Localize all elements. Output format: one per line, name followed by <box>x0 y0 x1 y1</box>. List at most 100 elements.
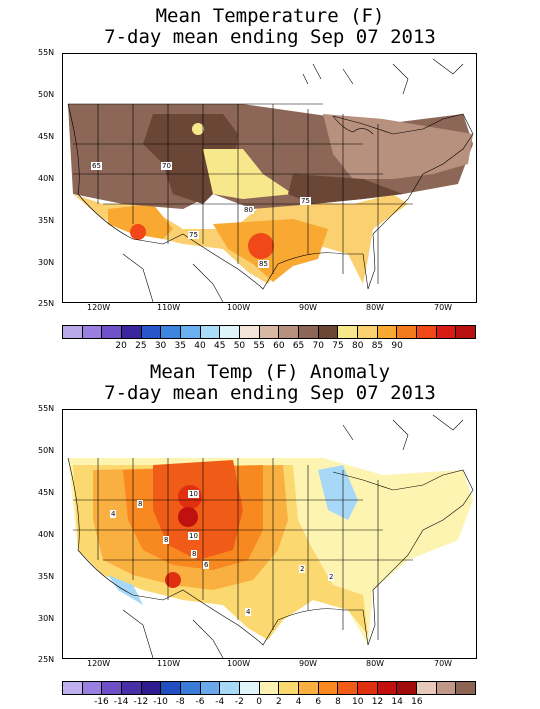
colorbar-label: 25 <box>135 341 147 351</box>
map2-contour-label: 6 <box>203 561 210 569</box>
colorbar-swatch <box>436 326 457 338</box>
map2-lat-label: 35N <box>38 572 55 581</box>
map1-contour-label: 75 <box>300 197 311 205</box>
colorbar-swatch <box>299 326 319 338</box>
map1-contour-label: 75 <box>188 231 199 239</box>
colorbar-swatch <box>63 682 83 694</box>
map1-svg <box>67 58 474 302</box>
colorbar-label: 8 <box>335 697 341 707</box>
colorbar-label: 50 <box>233 341 246 351</box>
colorbar-swatch <box>181 326 201 338</box>
colorbar-swatch <box>102 326 123 338</box>
map2-lon-label: 110W <box>157 659 181 668</box>
colorbar-label: -6 <box>195 697 205 707</box>
colorbar-label: 30 <box>154 341 167 351</box>
map1-lon-label: 120W <box>87 303 111 312</box>
map2-title: Mean Temp (F) Anomaly 7-day mean ending … <box>0 362 540 404</box>
map1-lat-label: 25N <box>38 299 55 308</box>
map2-hot2 <box>178 507 198 527</box>
map1-title-line2: 7-day mean ending Sep 07 2013 <box>104 26 436 48</box>
map1-hotspot-az <box>130 224 146 240</box>
colorbar-swatch <box>200 326 221 338</box>
colorbar-swatch <box>417 682 437 694</box>
colorbar-label: 85 <box>371 341 384 351</box>
colorbar-swatch <box>377 682 398 694</box>
colorbar-label: -8 <box>175 697 185 707</box>
colorbar-label: -4 <box>215 697 225 707</box>
colorbar-label: 2 <box>275 697 282 707</box>
map2-colorbar <box>62 681 476 695</box>
colorbar-label: 16 <box>411 697 423 707</box>
colorbar-swatch <box>161 326 182 338</box>
map2-lon-label: 120W <box>87 659 111 668</box>
colorbar-label: 90 <box>391 341 403 351</box>
map2-lat-label: 45N <box>38 488 55 497</box>
colorbar-label: 10 <box>351 697 364 707</box>
colorbar-swatch <box>436 682 457 694</box>
colorbar-label: 45 <box>213 341 226 351</box>
map2-lat-label: 55N <box>38 404 55 413</box>
colorbar-swatch <box>279 682 300 694</box>
map2-cool-sw <box>108 575 143 605</box>
colorbar-swatch <box>456 326 476 338</box>
map2-cool-lakes <box>318 465 358 520</box>
map2-contour-label: 8 <box>191 550 198 558</box>
colorbar-swatch <box>318 326 339 338</box>
colorbar-swatch <box>456 682 476 694</box>
map1-lon-label: 70W <box>434 303 453 312</box>
colorbar-swatch <box>259 326 280 338</box>
map1-lat-label: 45N <box>38 132 55 141</box>
map1-mid-south <box>288 174 403 204</box>
map1-hot-sw <box>108 204 173 239</box>
colorbar-label: 60 <box>273 341 285 351</box>
colorbar-label: 55 <box>253 341 265 351</box>
colorbar-swatch <box>338 682 359 694</box>
colorbar-swatch <box>82 682 103 694</box>
colorbar-swatch <box>141 682 162 694</box>
map1-colorbar <box>62 325 476 339</box>
colorbar-label: 40 <box>194 341 206 351</box>
map1-title: Mean Temperature (F) 7-day mean ending S… <box>0 6 540 48</box>
colorbar-swatch <box>161 682 182 694</box>
colorbar-swatch <box>417 326 437 338</box>
colorbar-swatch <box>358 326 378 338</box>
map2-title-line2: 7-day mean ending Sep 07 2013 <box>104 382 436 404</box>
map1-panel: 65 70 75 80 75 85 60 <box>62 53 477 303</box>
map1-contour-label: 65 <box>91 162 102 170</box>
colorbar-label: 6 <box>315 697 322 707</box>
map2-lon-label: 80W <box>366 659 385 668</box>
colorbar-label: 14 <box>391 697 403 707</box>
colorbar-swatch <box>279 326 300 338</box>
colorbar-label: 12 <box>371 697 384 707</box>
map2-svg <box>67 414 474 658</box>
colorbar-swatch <box>397 682 418 694</box>
map2-title-line1: Mean Temp (F) Anomaly <box>149 361 391 383</box>
colorbar-swatch <box>220 326 241 338</box>
colorbar-label: -12 <box>133 697 149 707</box>
map2-lat-label: 25N <box>38 655 55 664</box>
map1-lon-label: 100W <box>227 303 251 312</box>
colorbar-label: -16 <box>94 697 109 707</box>
colorbar-swatch <box>358 682 378 694</box>
map1-hotspot-tx <box>248 233 274 259</box>
colorbar-swatch <box>220 682 241 694</box>
map1-lat-label: 35N <box>38 216 55 225</box>
map2-lat-label: 50N <box>38 446 55 455</box>
map2-lat-label: 30N <box>38 614 55 623</box>
colorbar-swatch <box>102 682 123 694</box>
map1-contour-label: 70 <box>161 162 172 170</box>
colorbar-swatch <box>259 682 280 694</box>
colorbar-swatch <box>82 326 103 338</box>
colorbar-swatch <box>63 326 83 338</box>
map1-lon-label: 90W <box>299 303 318 312</box>
colorbar-label: 70 <box>312 341 324 351</box>
map2-hot3 <box>165 572 181 588</box>
colorbar-label: 65 <box>292 341 305 351</box>
map2-contour-label: 2 <box>328 573 335 581</box>
map1-lat-label: 50N <box>38 90 55 99</box>
map1-title-line1: Mean Temperature (F) <box>155 5 385 27</box>
map2-contour-label: 10 <box>188 490 199 498</box>
colorbar-label: -2 <box>234 697 244 707</box>
map2-contour-label: 8 <box>137 500 144 508</box>
colorbar-swatch <box>299 682 319 694</box>
